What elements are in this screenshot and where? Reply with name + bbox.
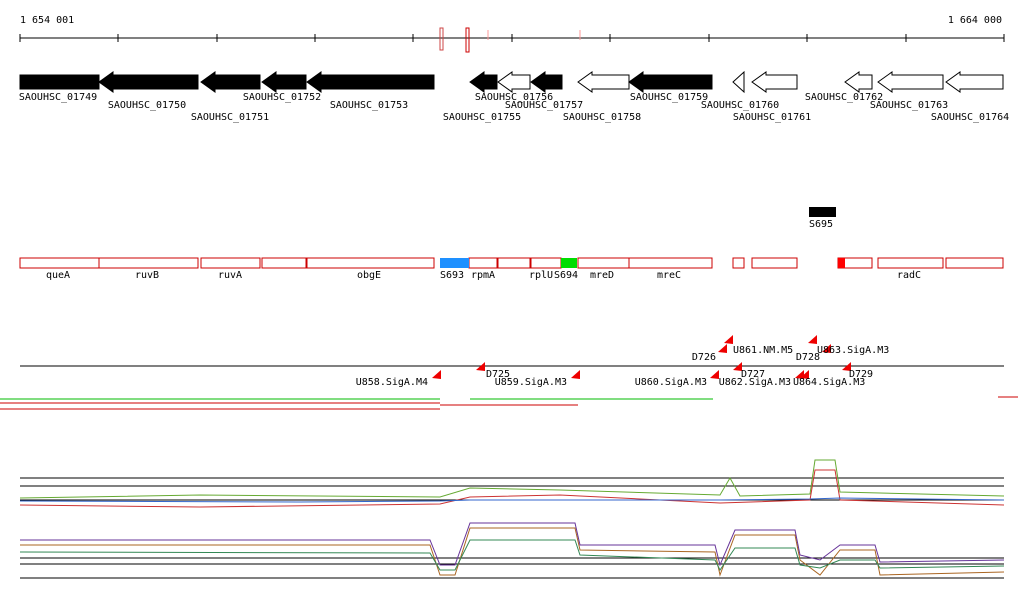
site-flag: [571, 370, 580, 379]
site-label: U864.SigA.M3: [793, 377, 865, 388]
feature-box: [561, 258, 577, 268]
site-label: U862.SigA.M3: [719, 377, 791, 388]
gene-label: SAOUHSC_01764: [931, 112, 1009, 123]
feature-box: [200, 257, 261, 269]
site-label: D728: [796, 352, 820, 363]
site-flag: [733, 362, 742, 371]
site-label: D729: [849, 369, 873, 380]
site-label: D727: [741, 369, 765, 380]
gene-arrow: [732, 70, 745, 94]
gene-arrow: [200, 71, 261, 93]
gene-label: SAOUHSC_01753: [330, 100, 408, 111]
ruler-marks: [439, 27, 581, 53]
feature-label: S695: [809, 219, 833, 230]
gene-arrow: [469, 71, 498, 93]
gene-label: SAOUHSC_01757: [505, 100, 583, 111]
feature-box: [306, 257, 435, 269]
feature-box: [809, 207, 836, 217]
feature-box: [838, 258, 845, 268]
ruler-end: 1 664 000: [948, 15, 1002, 26]
feature-box: [261, 257, 307, 269]
feature-label: rpmA: [471, 270, 495, 281]
site-label: U860.SigA.M3: [635, 377, 707, 388]
feature-label: S694: [554, 270, 578, 281]
feature-label: S693: [440, 270, 464, 281]
gene-arrow: [261, 71, 307, 93]
gene-arrow: [577, 71, 630, 93]
site-flag: [432, 370, 441, 379]
gene-arrow: [530, 71, 563, 93]
ruler-ticks: [19, 34, 1005, 42]
gene-arrow: [497, 71, 531, 93]
feature-box: [440, 258, 469, 268]
feature-box: [732, 257, 745, 269]
gene-arrow: [844, 71, 873, 93]
gene-label: SAOUHSC_01760: [701, 100, 779, 111]
site-flag: [800, 370, 809, 379]
site-flag: [710, 370, 719, 379]
feature-box: [577, 257, 630, 269]
gene-label: SAOUHSC_01763: [870, 100, 948, 111]
feature-box: [877, 257, 944, 269]
ruler-start: 1 654 001: [20, 15, 74, 26]
site-label: U859.SigA.M3: [495, 377, 567, 388]
site-label: D726: [692, 352, 716, 363]
feature-box: [751, 257, 798, 269]
feature-box: [497, 257, 531, 269]
site-flag: [822, 344, 831, 353]
feature-label: obgE: [357, 270, 381, 281]
site-label: U858.SigA.M4: [356, 377, 428, 388]
gene-arrow: [19, 74, 100, 90]
gene-arrow: [945, 71, 1004, 93]
gene-label: SAOUHSC_01758: [563, 112, 641, 123]
feature-box: [468, 257, 498, 269]
feature-label: queA: [46, 270, 70, 281]
feature-box: [628, 257, 713, 269]
gene-arrow: [98, 71, 199, 93]
gene-label: SAOUHSC_01752: [243, 92, 321, 103]
gene-arrow: [877, 71, 944, 93]
feature-box: [98, 257, 199, 269]
site-flag: [808, 335, 817, 344]
site-flag: [724, 335, 733, 344]
gene-label: SAOUHSC_01755: [443, 112, 521, 123]
coverage-lines: [0, 396, 1018, 579]
gene-label: SAOUHSC_01756: [475, 92, 553, 103]
feature-label: ruvB: [135, 270, 159, 281]
feature-label: mreC: [657, 270, 681, 281]
gene-arrow: [306, 71, 435, 93]
gene-arrow: [628, 71, 713, 93]
feature-box: [530, 257, 562, 269]
feature-label: radC: [897, 270, 921, 281]
feature-box: [19, 257, 100, 269]
site-flag: [718, 344, 727, 353]
feature-label: mreD: [590, 270, 614, 281]
site-label: U861.NM.M5: [733, 345, 793, 356]
gene-arrow: [751, 71, 798, 93]
feature-label: ruvA: [218, 270, 242, 281]
feature-box: [945, 257, 1004, 269]
gene-label: SAOUHSC_01759: [630, 92, 708, 103]
gene-label: SAOUHSC_01762: [805, 92, 883, 103]
site-label: U863.SigA.M3: [817, 345, 889, 356]
gene-label: SAOUHSC_01761: [733, 112, 811, 123]
gene-label: SAOUHSC_01751: [191, 112, 269, 123]
site-flag: [476, 362, 485, 371]
site-label: D725: [486, 369, 510, 380]
gene-label: SAOUHSC_01749: [19, 92, 97, 103]
site-flag: [842, 362, 851, 371]
gene-label: SAOUHSC_01750: [108, 100, 186, 111]
feature-label: rplU: [529, 270, 553, 281]
